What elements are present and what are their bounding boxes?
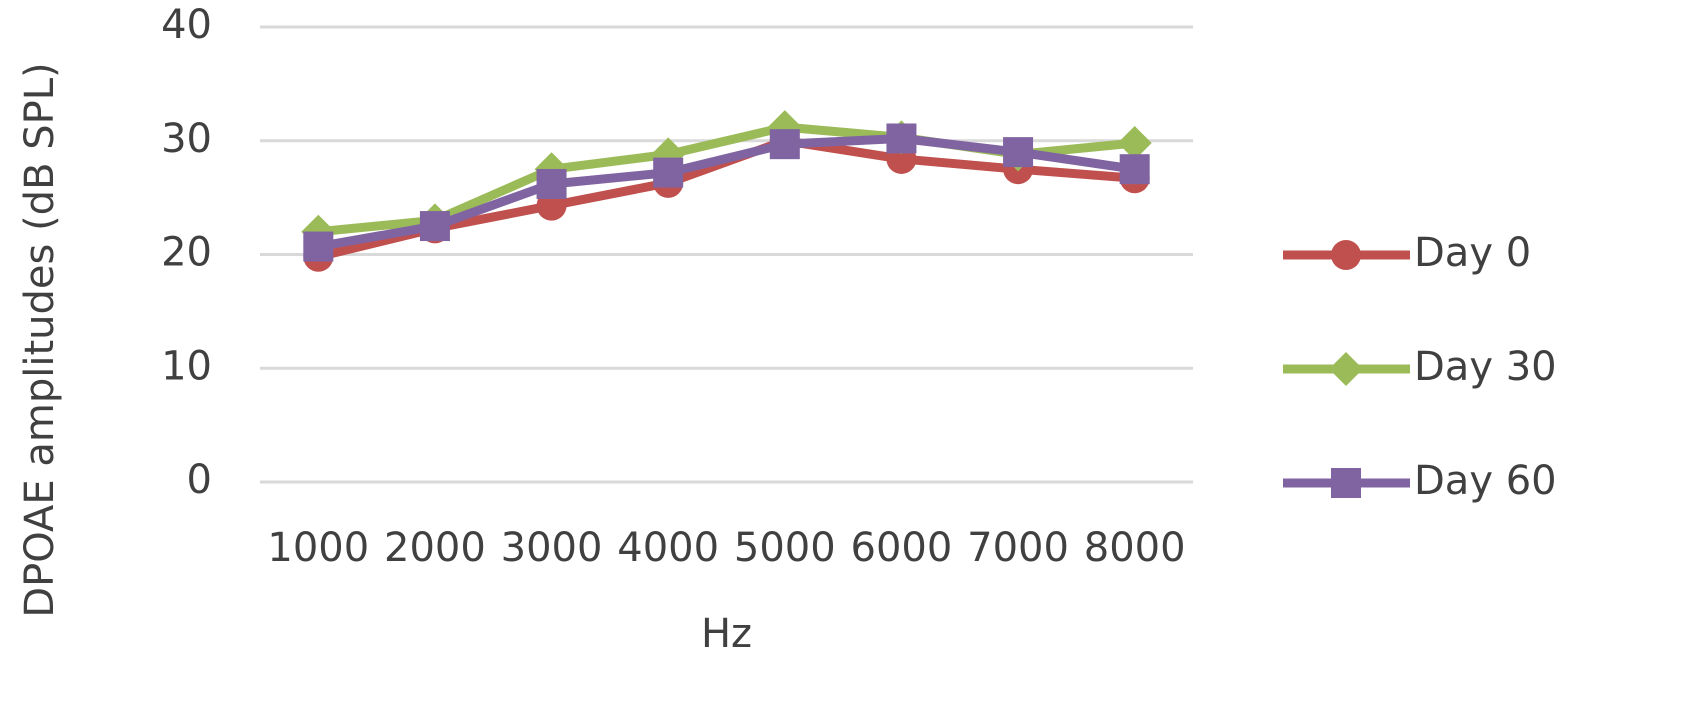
y-tick-label: 30 [161,116,212,162]
x-tick-label: 3000 [501,525,603,571]
marker [886,123,917,154]
marker [419,211,450,242]
x-axis-label: Hz [701,611,752,657]
legend-label: Day 30 [1414,344,1557,390]
marker [536,168,567,199]
legend-marker [1331,468,1361,498]
x-tick-label: 6000 [851,525,953,571]
y-tick-label: 0 [187,457,212,503]
marker [303,231,334,262]
series-line [317,133,1136,251]
x-tick-label: 1000 [267,525,369,571]
y-tick-label: 20 [161,230,212,276]
x-tick-label: 2000 [384,525,486,571]
x-tick-label: 7000 [967,525,1069,571]
x-tick-label: 8000 [1084,525,1186,571]
x-tick-label: 5000 [734,525,836,571]
marker [1003,137,1034,168]
marker [769,129,800,160]
marker [1119,154,1150,185]
y-tick-label: 40 [161,2,212,48]
marker [653,157,684,188]
legend-label: Day 0 [1414,230,1531,276]
legend-marker [1331,240,1361,270]
legend-label: Day 60 [1414,458,1557,504]
x-tick-label: 4000 [617,525,719,571]
y-axis-label: DPOAE amplitudes (dB SPL) [17,62,63,618]
marker [767,110,802,145]
y-tick-label: 10 [161,343,212,389]
marker [1117,126,1152,161]
legend-marker [1329,352,1363,386]
